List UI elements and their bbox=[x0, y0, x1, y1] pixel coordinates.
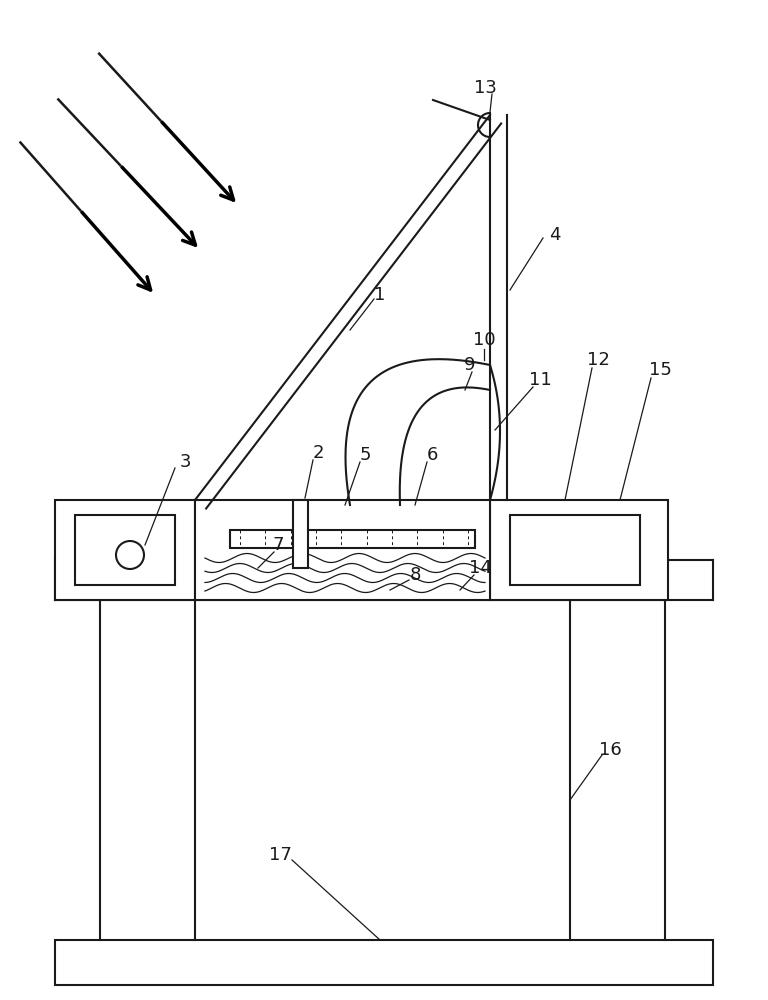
Text: 16: 16 bbox=[598, 741, 621, 759]
Text: 9: 9 bbox=[464, 356, 475, 374]
Text: 4: 4 bbox=[549, 226, 561, 244]
Bar bbox=[510, 515, 640, 585]
Text: 13: 13 bbox=[474, 79, 496, 97]
Text: 12: 12 bbox=[587, 351, 610, 369]
Text: 8: 8 bbox=[409, 566, 421, 584]
Text: 1: 1 bbox=[374, 286, 386, 304]
Bar bbox=[230, 530, 475, 548]
Text: 6: 6 bbox=[426, 446, 438, 464]
Text: 17: 17 bbox=[269, 846, 291, 864]
Bar bbox=[55, 940, 713, 985]
Bar bbox=[195, 500, 490, 600]
Text: 10: 10 bbox=[472, 331, 495, 349]
Text: 3: 3 bbox=[179, 453, 190, 471]
Text: 2: 2 bbox=[313, 444, 324, 462]
Bar bbox=[293, 500, 308, 568]
Bar bbox=[55, 500, 195, 600]
Text: 11: 11 bbox=[528, 371, 551, 389]
Bar bbox=[75, 515, 175, 585]
Text: 5: 5 bbox=[359, 446, 371, 464]
Text: 15: 15 bbox=[648, 361, 671, 379]
Bar bbox=[490, 500, 668, 600]
Text: 7: 7 bbox=[272, 536, 283, 554]
Text: 14: 14 bbox=[468, 559, 492, 577]
